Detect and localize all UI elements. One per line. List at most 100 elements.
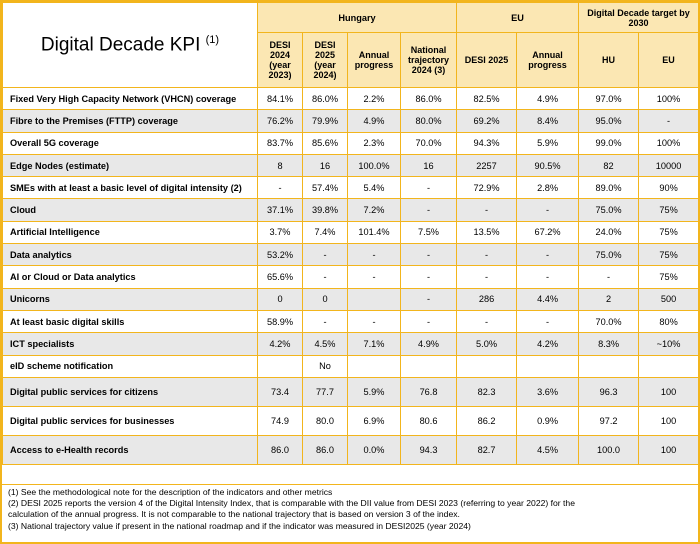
- col-header-eu-desi2025: DESI 2025: [456, 32, 518, 88]
- kpi-label: AI or Cloud or Data analytics: [2, 265, 258, 289]
- kpi-label: Digital public services for businesses: [2, 405, 258, 436]
- footnote: (2) DESI 2025 reports the version 4 of t…: [8, 498, 575, 509]
- cell-desi2024: 84.1%: [257, 86, 303, 111]
- cell-target-eu: [638, 354, 700, 378]
- cell-target-hu: 95.0%: [578, 109, 640, 133]
- kpi-label: Cloud: [2, 198, 258, 222]
- cell-eu-desi: 86.2: [456, 405, 518, 436]
- cell-annual: [347, 287, 401, 311]
- cell-eu-desi: -: [456, 265, 518, 289]
- cell-annual: 2.2%: [347, 86, 401, 111]
- cell-annual: -: [347, 265, 401, 289]
- col-header-desi2024: DESI 2024 (year 2023): [257, 32, 303, 88]
- footnote: calculation of the annual progress. It i…: [8, 509, 460, 520]
- cell-target-eu: 100%: [638, 86, 700, 111]
- cell-traj: -: [399, 287, 458, 311]
- kpi-label: Data analytics: [2, 243, 258, 267]
- cell-eu-annual: 5.9%: [516, 131, 580, 155]
- cell-target-eu: 100: [638, 434, 700, 465]
- cell-traj: -: [399, 176, 458, 200]
- cell-desi2024: [257, 354, 303, 378]
- col-header-target-hu: HU: [578, 32, 640, 88]
- cell-annual: 0.0%: [347, 434, 401, 465]
- cell-target-hu: 8.3%: [578, 332, 640, 356]
- cell-target-hu: 82: [578, 153, 640, 178]
- kpi-table: Digital Decade KPI (1) Hungary EU Digita…: [2, 2, 700, 465]
- cell-eu-desi: 286: [456, 287, 518, 311]
- cell-target-hu: 75.0%: [578, 243, 640, 267]
- cell-target-eu: 75%: [638, 220, 700, 245]
- cell-desi2025: 79.9%: [302, 109, 348, 133]
- kpi-label: At least basic digital skills: [2, 309, 258, 334]
- cell-annual: 100.0%: [347, 153, 401, 178]
- cell-desi2024: 3.7%: [257, 220, 303, 245]
- cell-eu-desi: 82.5%: [456, 86, 518, 111]
- cell-eu-desi: 82.3: [456, 376, 518, 407]
- table-row: Overall 5G coverage 83.7% 85.6% 2.3% 70.0% 94…: [2, 131, 700, 155]
- cell-traj: -: [399, 243, 458, 267]
- table-row: Digital public services for businesses 74…: [2, 405, 700, 436]
- cell-desi2024: 65.6%: [257, 265, 303, 289]
- cell-eu-desi: [456, 354, 518, 378]
- cell-eu-annual: -: [516, 309, 580, 334]
- page-title: Digital Decade KPI (1): [2, 2, 258, 88]
- cell-target-hu: 99.0%: [578, 131, 640, 155]
- kpi-label: eID scheme notification: [2, 354, 258, 378]
- cell-target-eu: 500: [638, 287, 700, 311]
- cell-target-hu: 96.3: [578, 376, 640, 407]
- table-row: SMEs with at least a basic level of digi…: [2, 176, 700, 200]
- cell-traj: 16: [399, 153, 458, 178]
- cell-target-eu: 75%: [638, 265, 700, 289]
- cell-traj: [399, 354, 458, 378]
- cell-traj: 94.3: [399, 434, 458, 465]
- cell-traj: -: [399, 309, 458, 334]
- cell-annual: 6.9%: [347, 405, 401, 436]
- cell-eu-annual: 3.6%: [516, 376, 580, 407]
- cell-eu-desi: 2257: [456, 153, 518, 178]
- cell-desi2025: 39.8%: [302, 198, 348, 222]
- table-row: Access to e-Health records 86.0 86.0 0.0% 94…: [2, 434, 700, 465]
- cell-target-hu: -: [578, 265, 640, 289]
- cell-eu-annual: [516, 354, 580, 378]
- kpi-label: Access to e-Health records: [2, 434, 258, 465]
- cell-traj: 70.0%: [399, 131, 458, 155]
- cell-target-hu: 2: [578, 287, 640, 311]
- cell-eu-annual: 0.9%: [516, 405, 580, 436]
- cell-desi2024: 4.2%: [257, 332, 303, 356]
- table-row: Fixed Very High Capacity Network (VHCN) …: [2, 86, 700, 111]
- col-header-trajectory: National trajectory 2024 (3): [399, 32, 458, 88]
- cell-annual: 7.1%: [347, 332, 401, 356]
- cell-eu-annual: 67.2%: [516, 220, 580, 245]
- cell-traj: 4.9%: [399, 332, 458, 356]
- kpi-label: ICT specialists: [2, 332, 258, 356]
- col-header-eu-annual: Annual progress: [516, 32, 580, 88]
- cell-eu-annual: -: [516, 265, 580, 289]
- cell-desi2024: 0: [257, 287, 303, 311]
- cell-eu-annual: 4.4%: [516, 287, 580, 311]
- kpi-label: Overall 5G coverage: [2, 131, 258, 155]
- cell-desi2024: 74.9: [257, 405, 303, 436]
- table-row: Digital public services for citizens 73.4…: [2, 376, 700, 407]
- table-row: Cloud 37.1% 39.8% 7.2% - - -75.0% 75%: [2, 198, 700, 222]
- cell-target-hu: [578, 354, 640, 378]
- table-row: Data analytics 53.2% - - - - -75.0% 75%: [2, 243, 700, 267]
- cell-desi2025: -: [302, 265, 348, 289]
- cell-desi2025: 77.7: [302, 376, 348, 407]
- kpi-label: Unicorns: [2, 287, 258, 311]
- cell-desi2025: 86.0%: [302, 86, 348, 111]
- cell-eu-annual: -: [516, 243, 580, 267]
- kpi-label: Digital public services for citizens: [2, 376, 258, 407]
- cell-traj: 80.6: [399, 405, 458, 436]
- group-header-eu: EU: [456, 2, 580, 33]
- cell-eu-desi: -: [456, 309, 518, 334]
- cell-eu-desi: 72.9%: [456, 176, 518, 200]
- cell-eu-desi: -: [456, 243, 518, 267]
- cell-desi2024: 73.4: [257, 376, 303, 407]
- table-row: ICT specialists 4.2% 4.5% 7.1% 4.9% 5.0% 4.2% 8…: [2, 332, 700, 356]
- cell-desi2025: 16: [302, 153, 348, 178]
- cell-desi2024: 53.2%: [257, 243, 303, 267]
- cell-eu-desi: 5.0%: [456, 332, 518, 356]
- cell-desi2024: 58.9%: [257, 309, 303, 334]
- cell-traj: -: [399, 198, 458, 222]
- kpi-label: Fibre to the Premises (FTTP) coverage: [2, 109, 258, 133]
